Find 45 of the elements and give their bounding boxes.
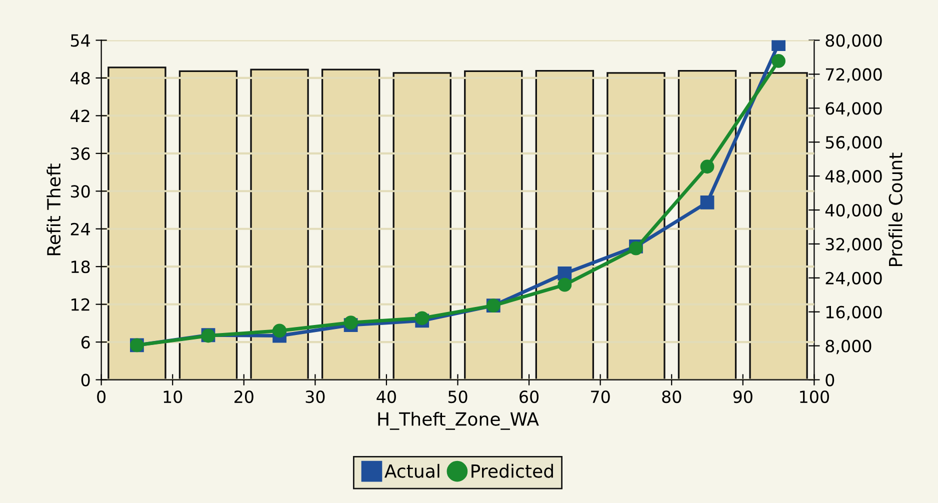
point bbox=[700, 160, 714, 174]
y-tick-label: 36 bbox=[70, 147, 90, 160]
point bbox=[772, 54, 786, 68]
y2-axis-title: Profile Count bbox=[888, 152, 902, 266]
y-tick-label: 42 bbox=[70, 110, 90, 122]
point bbox=[272, 324, 286, 338]
x-tick-label: 10 bbox=[164, 390, 182, 404]
y-tick-label: 48 bbox=[70, 72, 90, 85]
x-tick-label: 60 bbox=[520, 390, 539, 404]
point bbox=[558, 266, 572, 280]
y2-tick-label: 8,000 bbox=[826, 340, 872, 354]
x-tick-label: 30 bbox=[306, 390, 325, 404]
y-tick-label: 30 bbox=[70, 185, 90, 198]
x-tick-label: 100 bbox=[800, 390, 829, 404]
point bbox=[700, 196, 714, 210]
y2-tick-label: 40,000 bbox=[825, 204, 882, 218]
point bbox=[558, 278, 572, 292]
y2-tick-label: 24,000 bbox=[826, 272, 882, 286]
y2-tick-label: 64,000 bbox=[826, 102, 882, 116]
y2-tick-label: 56,000 bbox=[826, 136, 882, 150]
y2-tick-label: 48,000 bbox=[825, 170, 882, 184]
y-tick-label: 24 bbox=[70, 222, 90, 236]
x-tick-label: 20 bbox=[234, 390, 254, 404]
legend-label: Predicted bbox=[472, 464, 553, 478]
x-tick-label: 70 bbox=[591, 390, 610, 404]
y2-tick-label: 32,000 bbox=[826, 238, 882, 252]
x-tick-label: 0 bbox=[97, 390, 106, 404]
y2-tick-label: 80,000 bbox=[826, 34, 882, 49]
y-tick-label: 6 bbox=[81, 336, 90, 349]
x-tick-label: 40 bbox=[376, 390, 396, 404]
y-tick-label: 18 bbox=[72, 260, 90, 274]
x-tick-label: 90 bbox=[733, 390, 752, 404]
point bbox=[344, 316, 358, 330]
y-tick-label: 12 bbox=[72, 298, 90, 311]
x-tick-label: 80 bbox=[662, 390, 682, 404]
y-tick-label: 54 bbox=[70, 34, 90, 47]
x-axis-title: H_Theft_Zone_WA bbox=[378, 412, 539, 430]
y-axis-title: Refit Theft bbox=[46, 164, 61, 256]
y-tick-label: 0 bbox=[81, 374, 90, 386]
legend-label: Actual bbox=[384, 464, 440, 478]
point bbox=[415, 311, 430, 326]
y2-tick-label: 72,000 bbox=[826, 68, 882, 82]
x-tick-label: 50 bbox=[448, 390, 468, 404]
y2-tick-label: 0 bbox=[826, 374, 834, 386]
y2-tick-label: 16,000 bbox=[826, 306, 882, 320]
